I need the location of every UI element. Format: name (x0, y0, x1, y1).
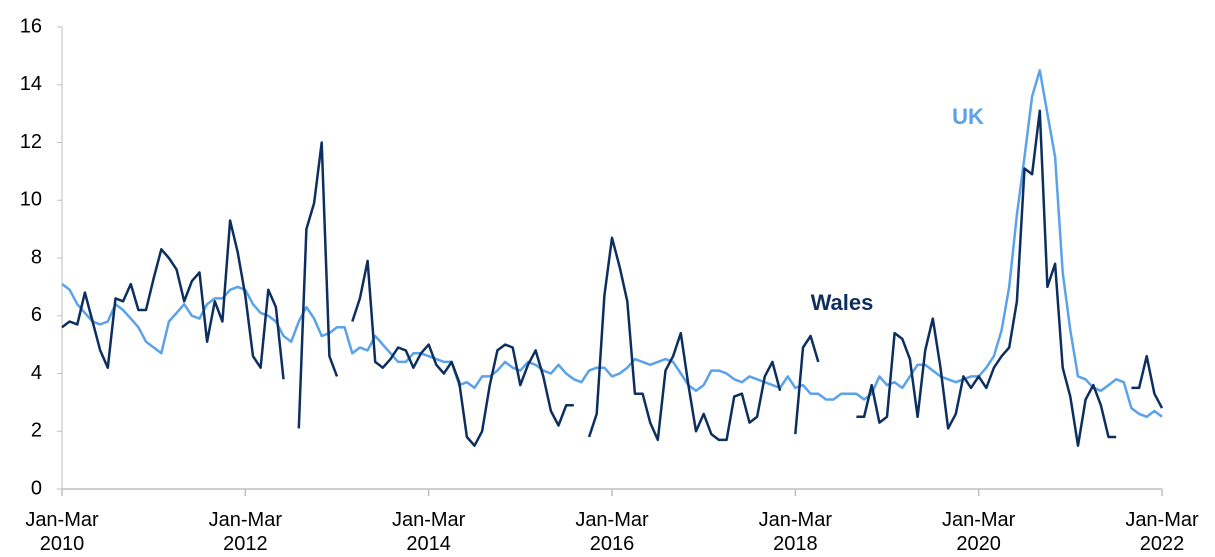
y-tick-label: 8 (31, 246, 42, 268)
x-tick-label: Jan-Mar 2012 (208, 509, 282, 555)
y-tick-label: 0 (31, 477, 42, 499)
x-tick-label: Jan-Mar 2014 (391, 509, 466, 555)
x-tick-label: Jan-Mar 2016 (575, 509, 649, 555)
y-tick-label: 2 (31, 420, 42, 442)
x-tick-label: Jan-Mar 2018 (758, 509, 832, 555)
y-tick-label: 14 (20, 73, 42, 95)
y-tick-label: 12 (20, 131, 42, 153)
series-label: UK (952, 104, 984, 129)
y-tick-label: 16 (20, 15, 42, 37)
y-tick-label: 4 (31, 362, 42, 384)
x-tick-label: Jan-Mar 2020 (941, 509, 1016, 555)
y-tick-label: 10 (20, 189, 42, 211)
series-line (61, 109, 1164, 447)
x-tick-label: Jan-Mar 2022 (1125, 509, 1199, 555)
series-label: Wales (811, 290, 874, 315)
x-tick-label: Jan-Mar 2010 (25, 509, 99, 555)
y-tick-label: 6 (31, 304, 42, 326)
